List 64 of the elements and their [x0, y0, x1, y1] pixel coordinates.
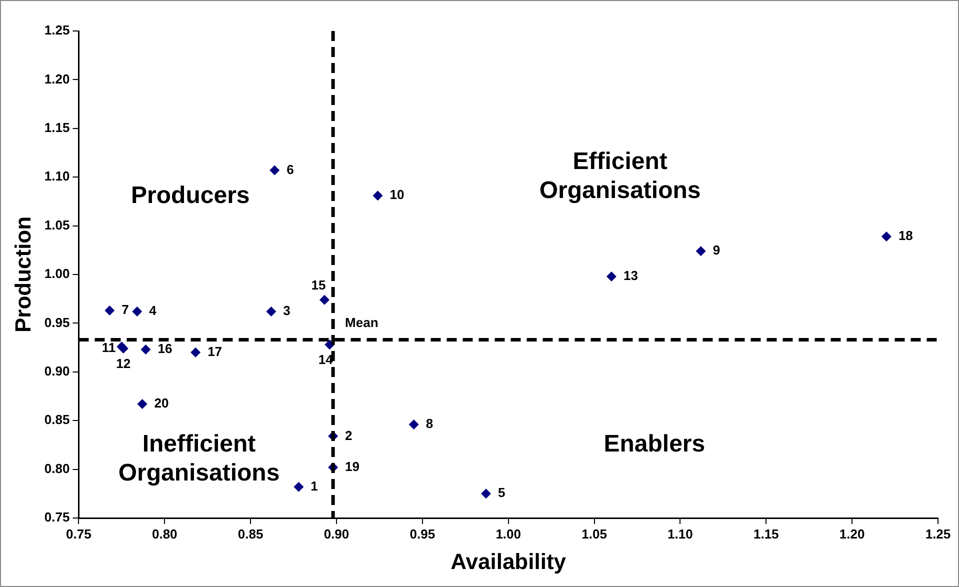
y-tick-label: 0.80: [44, 460, 70, 476]
point: [137, 399, 148, 410]
y-tick-label: 0.95: [44, 314, 70, 330]
annotation: 6: [286, 162, 294, 177]
annotation: 3: [283, 303, 290, 318]
y-tick-label: 1.15: [44, 120, 70, 135]
annotation: 12: [116, 356, 131, 372]
y-tick-label: 0.85: [44, 412, 70, 428]
annotation: 14: [318, 352, 334, 368]
annotation: 7: [122, 302, 129, 318]
x-tick-label: 1.15: [753, 526, 779, 542]
point: [190, 347, 201, 358]
point: [372, 190, 383, 201]
x-tick-label: 1.25: [925, 526, 951, 542]
y-tick-label: 1.00: [44, 266, 70, 282]
annotation: 10: [390, 187, 404, 202]
point: [294, 482, 304, 492]
x-tick-label: 0.90: [324, 526, 350, 542]
annotation: 9: [712, 242, 720, 258]
y-tick-label: 0.75: [44, 510, 70, 525]
annotation: 4: [149, 303, 158, 318]
annotation: 2: [345, 428, 352, 443]
annotation: 20: [154, 396, 169, 411]
x-tick-label: 1.10: [668, 526, 693, 542]
annotation: Enablers: [604, 430, 706, 458]
y-tick-label: 1.20: [44, 71, 70, 86]
point: [408, 419, 419, 430]
annotation: 17: [208, 344, 222, 359]
annotation: 5: [498, 485, 506, 500]
annotation: 16: [158, 341, 172, 356]
x-tick-label: 0.85: [238, 526, 264, 542]
point: [270, 165, 280, 176]
annotation: 1: [310, 478, 318, 494]
annotation: 11: [102, 340, 116, 356]
point: [266, 306, 276, 317]
point: [881, 232, 892, 242]
ref-line-label: Mean: [345, 314, 378, 330]
annotation: 19: [345, 458, 360, 474]
point: [481, 488, 492, 499]
annotation: Producers: [131, 182, 250, 210]
x-tick-label: 1.20: [839, 526, 865, 542]
point: [606, 271, 616, 282]
annotation: 13: [623, 268, 638, 284]
y-tick-label: 1.25: [44, 22, 70, 38]
point: [104, 306, 115, 316]
annotation: Efficient Organisations: [539, 148, 701, 204]
point: [132, 306, 142, 317]
x-tick-label: 1.00: [496, 526, 522, 542]
y-tick-label: 1.05: [44, 217, 70, 232]
y-tick-label: 0.90: [44, 363, 70, 378]
point: [696, 246, 706, 256]
point: [319, 294, 330, 305]
x-tick-label: 0.80: [152, 526, 178, 542]
point: [140, 344, 151, 354]
x-tick-label: 0.75: [66, 526, 92, 542]
annotation: Inefficient Organisations: [118, 430, 280, 487]
x-axis-title: Availability: [450, 548, 567, 574]
y-axis-title: Production: [10, 216, 36, 333]
y-tick-label: 1.10: [44, 168, 70, 184]
annotation: 18: [898, 228, 913, 244]
annotation: 8: [426, 416, 434, 432]
x-tick-label: 0.95: [410, 526, 436, 542]
annotation: 15: [311, 277, 326, 292]
x-tick-label: 1.05: [582, 526, 607, 542]
